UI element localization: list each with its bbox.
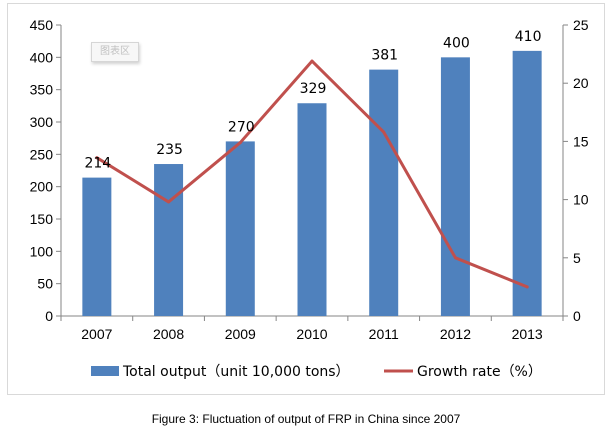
x-tick-label: 2009 bbox=[225, 326, 256, 342]
y-right-tick-label: 0 bbox=[573, 308, 581, 324]
x-tick-label: 2011 bbox=[369, 326, 399, 342]
y-right-tick-label: 5 bbox=[573, 250, 581, 266]
bar-data-label: 235 bbox=[156, 142, 183, 158]
y-left-tick-label: 250 bbox=[30, 146, 54, 162]
y-left-tick-label: 350 bbox=[30, 82, 54, 98]
growth-rate-point bbox=[238, 141, 242, 145]
bar bbox=[154, 164, 184, 316]
x-tick-label: 2008 bbox=[153, 326, 184, 342]
y-left-tick-label: 200 bbox=[30, 179, 54, 195]
legend-label-growth-rate: Growth rate（%） bbox=[417, 364, 542, 380]
y-right-tick-label: 10 bbox=[573, 192, 589, 208]
y-left-tick-label: 450 bbox=[30, 17, 54, 33]
bar bbox=[82, 177, 112, 316]
bar-data-label: 214 bbox=[84, 156, 111, 172]
legend-label-total-output: Total output（unit 10,000 tons） bbox=[122, 364, 350, 380]
y-left-tick-label: 300 bbox=[30, 114, 54, 130]
bar-data-label: 381 bbox=[371, 48, 398, 64]
bar bbox=[297, 103, 327, 316]
bar bbox=[512, 50, 542, 316]
growth-rate-point bbox=[382, 130, 386, 134]
bar-data-label: 270 bbox=[228, 119, 255, 135]
legend-swatch-total-output bbox=[91, 366, 119, 376]
x-tick-label: 2012 bbox=[440, 326, 471, 342]
bar-data-label: 329 bbox=[300, 81, 327, 97]
y-left-tick-label: 150 bbox=[30, 211, 54, 227]
y-right-tick-label: 20 bbox=[573, 75, 589, 91]
combo-chart: 0 50 100 150 200 250 300 350 400 450 0 5 10 15 20 25 200… bbox=[30, 17, 589, 380]
y-left-tick-label: 50 bbox=[37, 276, 53, 292]
bar-data-label: 410 bbox=[515, 29, 542, 45]
y-left-tick-label: 0 bbox=[45, 308, 53, 324]
bar bbox=[440, 57, 470, 316]
y-left-tick-label: 400 bbox=[30, 49, 54, 65]
x-tick-label: 2013 bbox=[512, 326, 543, 342]
growth-rate-point bbox=[453, 256, 457, 260]
x-tick-label: 2007 bbox=[81, 326, 112, 342]
chart-area-watermark: 图表区 bbox=[91, 42, 139, 62]
y-right-tick-label: 15 bbox=[573, 133, 589, 149]
chart-area: 0 50 100 150 200 250 300 350 400 450 0 5 10 15 20 25 200… bbox=[7, 3, 605, 395]
growth-rate-point bbox=[525, 285, 529, 289]
figure-caption: Figure 3: Fluctuation of output of FRP i… bbox=[151, 412, 461, 426]
bar bbox=[369, 69, 399, 317]
y-left-tick-label: 100 bbox=[30, 243, 54, 259]
growth-rate-point bbox=[167, 200, 171, 204]
y-right-tick-label: 25 bbox=[573, 17, 589, 33]
watermark-text: 图表区 bbox=[100, 46, 130, 57]
x-tick-label: 2010 bbox=[296, 326, 327, 342]
growth-rate-point bbox=[310, 59, 314, 63]
bar bbox=[225, 141, 255, 316]
bar-data-label: 400 bbox=[443, 35, 470, 51]
growth-rate-point bbox=[95, 156, 99, 160]
